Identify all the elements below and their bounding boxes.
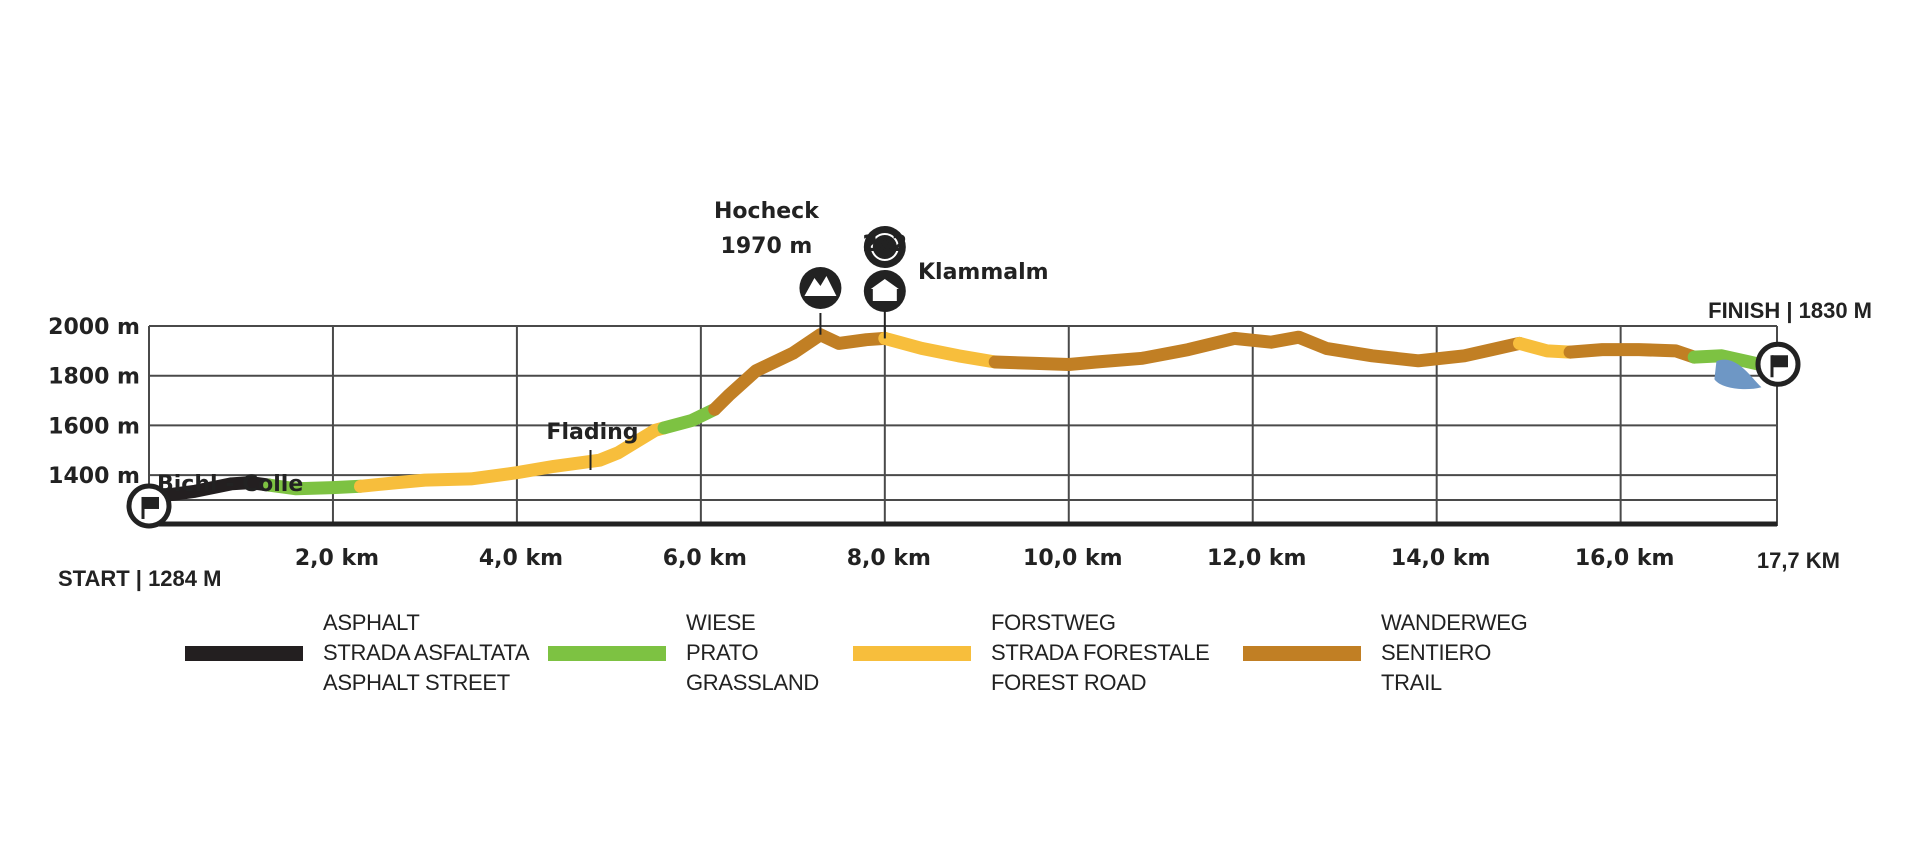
markers: 2x2 bbox=[126, 226, 1801, 529]
legend-line: WANDERWEG bbox=[1381, 610, 1528, 635]
legend-line: ASPHALT STREET bbox=[323, 670, 510, 695]
profile-segment-forest_road bbox=[354, 421, 671, 493]
profile-segment-trail bbox=[708, 328, 892, 416]
legend-line: FOREST ROAD bbox=[991, 670, 1147, 695]
profile-segment-grassland bbox=[657, 402, 722, 435]
profile-segment-trail bbox=[1563, 343, 1701, 364]
legend-line: FORSTWEG bbox=[991, 610, 1116, 635]
x-tick-label: 16,0 km bbox=[1575, 546, 1675, 571]
start-label: START | 1284 M bbox=[58, 566, 221, 591]
profile-segment-forest_road bbox=[878, 331, 1002, 369]
legend-line: PRATO bbox=[686, 640, 759, 665]
annotation-label: Klammalm bbox=[918, 260, 1049, 285]
legend-line: ASPHALT bbox=[323, 610, 420, 635]
legend-line: GRASSLAND bbox=[686, 670, 820, 695]
x-axis-labels: 2,0 km 4,0 km 6,0 km 8,0 km 10,0 km 12,0 km 14… bbox=[58, 298, 1872, 591]
hut-icon bbox=[872, 289, 897, 301]
annotations: Bichl - Colle Flading Hocheck 1970 m Klammal… bbox=[157, 199, 1049, 497]
annotation-label: 1970 m bbox=[721, 234, 813, 259]
legend-swatch bbox=[853, 645, 971, 661]
bike-2x2-icon bbox=[863, 226, 906, 268]
start-flag-icon bbox=[143, 496, 159, 509]
profile-segment-forest_road bbox=[1513, 336, 1577, 359]
y-tick-label: 1400 m bbox=[48, 464, 140, 489]
legend-text: FORSTWEG STRADA FORESTALE FOREST ROAD bbox=[991, 608, 1210, 698]
legend-line: STRADA ASFALTATA bbox=[323, 640, 530, 665]
legend-text: WIESE PRATO GRASSLAND bbox=[686, 608, 819, 698]
legend-line: STRADA FORESTALE bbox=[991, 640, 1210, 665]
x-tick-label: 8,0 km bbox=[847, 546, 931, 571]
y-tick-label: 1600 m bbox=[48, 414, 140, 439]
profile-segment-grassland bbox=[262, 478, 367, 496]
x-tick-label: 2,0 km bbox=[295, 546, 379, 571]
legend-item: WIESE PRATO GRASSLAND bbox=[548, 608, 819, 698]
legend-swatch bbox=[185, 645, 303, 661]
annotation-label: Bichl - Colle bbox=[157, 472, 303, 497]
legend-line: SENTIERO bbox=[1381, 640, 1492, 665]
summit-icon bbox=[804, 276, 837, 296]
x-tick-label: 4,0 km bbox=[479, 546, 563, 571]
lake-icon bbox=[1714, 359, 1762, 390]
legend-item: WANDERWEG SENTIERO TRAIL bbox=[1243, 608, 1528, 698]
legend-line: TRAIL bbox=[1381, 670, 1442, 695]
legend-text: ASPHALT STRADA ASFALTATA ASPHALT STREET bbox=[323, 608, 530, 698]
hut-icon bbox=[870, 279, 899, 289]
elevation-profile-line bbox=[142, 328, 1784, 511]
y-axis-labels: 1400 m 1600 m 1800 m 2000 m bbox=[48, 315, 140, 489]
annotation-label: Hocheck bbox=[714, 199, 820, 224]
legend-text: WANDERWEG SENTIERO TRAIL bbox=[1381, 608, 1528, 698]
bike-2x2-label: 2x2 bbox=[862, 232, 907, 257]
x-tick-label: 6,0 km bbox=[663, 546, 747, 571]
finish-label: FINISH | 1830 M bbox=[1708, 298, 1872, 323]
x-end-label: 17,7 KM bbox=[1757, 548, 1840, 573]
legend-line: WIESE bbox=[686, 610, 756, 635]
legend-item: FORSTWEG STRADA FORESTALE FOREST ROAD bbox=[853, 608, 1210, 698]
legend-item: ASPHALT STRADA ASFALTATA ASPHALT STREET bbox=[185, 608, 530, 698]
finish-flag-icon bbox=[1772, 355, 1788, 368]
bike-2x2-icon bbox=[870, 233, 899, 261]
y-tick-label: 1800 m bbox=[48, 365, 140, 390]
x-tick-label: 14,0 km bbox=[1391, 546, 1491, 571]
x-tick-label: 10,0 km bbox=[1023, 546, 1123, 571]
legend-swatch bbox=[548, 645, 666, 661]
profile-segment-trail bbox=[988, 330, 1526, 371]
x-tick-label: 12,0 km bbox=[1207, 546, 1307, 571]
y-tick-label: 2000 m bbox=[48, 315, 140, 340]
annotation-label: Flading bbox=[546, 420, 638, 445]
legend-swatch bbox=[1243, 645, 1361, 661]
